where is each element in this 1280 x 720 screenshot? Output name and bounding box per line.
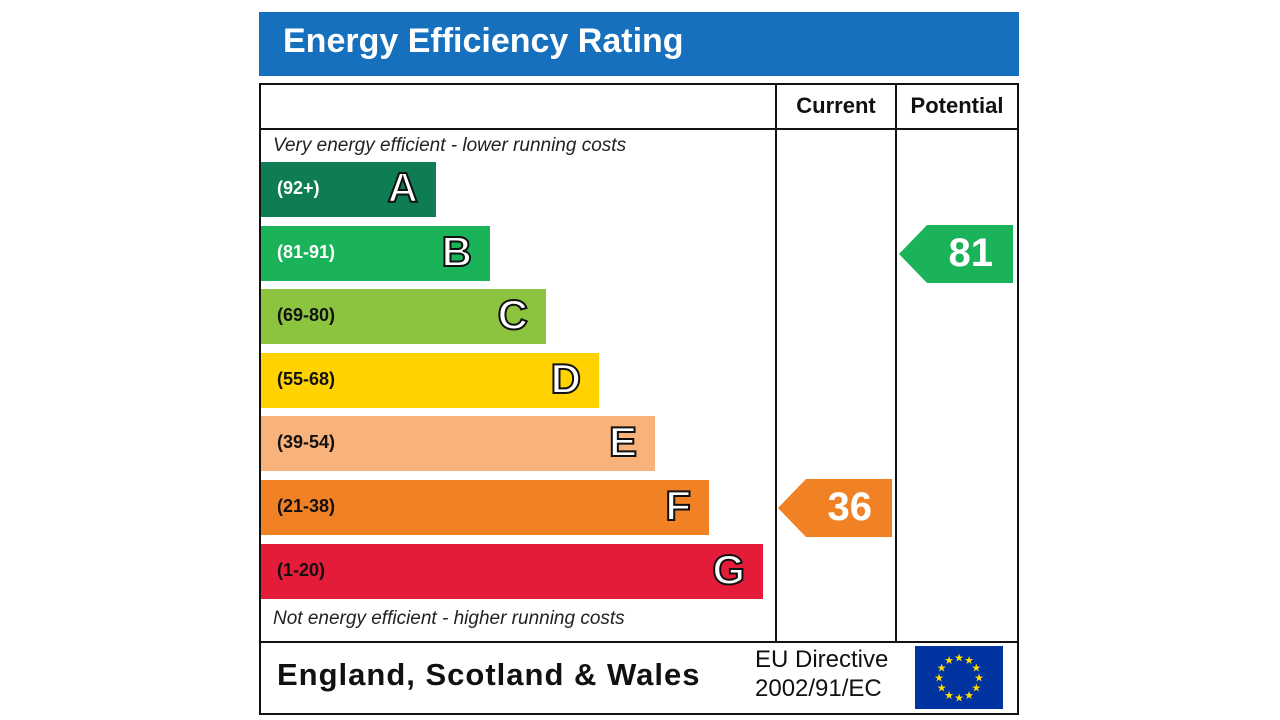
star-icon: ★ xyxy=(934,673,944,685)
title-bar: Energy Efficiency Rating xyxy=(259,12,1019,76)
band-letter: D xyxy=(550,354,582,403)
potential-rating-arrow: 81 xyxy=(899,224,1013,283)
band-d: (55-68) D xyxy=(261,352,599,408)
star-icon: ★ xyxy=(971,683,981,695)
band-f: (21-38) F xyxy=(261,480,709,535)
star-icon: ★ xyxy=(971,663,981,675)
current-column-header: Current xyxy=(796,93,876,118)
band-letter: E xyxy=(608,417,638,466)
current-rating-value: 36 xyxy=(827,485,873,529)
band-range: (92+) xyxy=(277,178,320,198)
potential-column-header: Potential xyxy=(910,93,1004,118)
star-icon: ★ xyxy=(964,690,974,702)
footer-divider xyxy=(261,641,1017,643)
current-rating-arrow: 36 xyxy=(778,479,892,537)
current-column-divider xyxy=(775,85,777,641)
star-icon: ★ xyxy=(944,690,954,702)
band-letter: F xyxy=(664,481,692,530)
header-divider xyxy=(261,128,1017,130)
band-g: (1-20) G xyxy=(261,543,763,599)
band-letter: A xyxy=(387,163,419,212)
star-icon: ★ xyxy=(937,663,947,675)
band-c: (69-80) C xyxy=(261,289,546,345)
band-range: (39-54) xyxy=(277,432,336,453)
star-icon: ★ xyxy=(937,683,947,695)
band-range: (81-91) xyxy=(277,241,336,262)
band-a: (92+) A xyxy=(261,162,436,217)
rating-frame: Current Potential Very energy efficient … xyxy=(259,83,1019,715)
top-note: Very energy efficient - lower running co… xyxy=(273,135,627,156)
band-e: (39-54) E xyxy=(261,416,655,472)
potential-column-divider xyxy=(895,85,897,641)
directive-line-1: EU Directive xyxy=(755,646,889,673)
potential-rating-value: 81 xyxy=(948,230,994,275)
bottom-note: Not energy efficient - higher running co… xyxy=(273,608,625,629)
star-icon: ★ xyxy=(964,655,974,667)
eu-directive: EU Directive 2002/91/EC xyxy=(755,645,888,703)
band-range: (55-68) xyxy=(277,368,336,389)
star-icon: ★ xyxy=(954,693,964,705)
star-icon: ★ xyxy=(974,673,984,685)
eu-flag-icon: ★ ★ ★ ★ ★ ★ ★ ★ ★ ★ ★ ★ xyxy=(915,646,1003,709)
band-range: (69-80) xyxy=(277,305,336,326)
band-range: (21-38) xyxy=(277,496,336,516)
band-range: (1-20) xyxy=(277,559,326,580)
band-letter: B xyxy=(441,227,473,276)
band-letter: G xyxy=(711,545,746,594)
band-b: (81-91) B xyxy=(261,225,490,281)
directive-line-2: 2002/91/EC xyxy=(755,675,882,702)
star-icon: ★ xyxy=(954,653,964,665)
region-label: England, Scotland & Wales xyxy=(277,657,701,692)
chart-title: Energy Efficiency Rating xyxy=(283,22,684,60)
star-icon: ★ xyxy=(944,655,954,667)
band-letter: C xyxy=(497,290,529,339)
